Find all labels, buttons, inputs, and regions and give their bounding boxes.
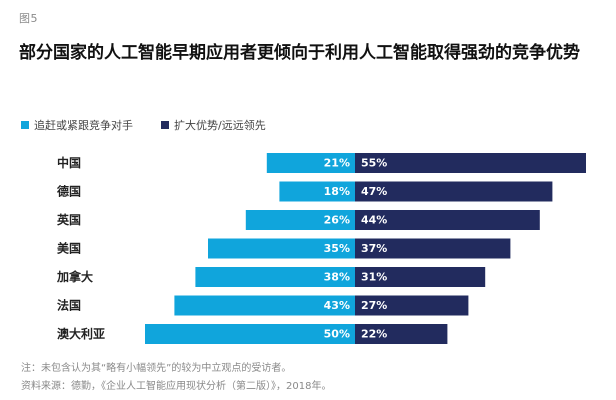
bar-catch-up <box>266 153 355 173</box>
figure-label: 图5 <box>19 12 38 25</box>
category-label: 中国 <box>57 155 81 170</box>
legend-label-catch-up: 追赶或紧跟竞争对手 <box>34 119 133 132</box>
legend-item-catch-up: 追赶或紧跟竞争对手 <box>21 117 133 133</box>
diverging-bar-chart: 中国 21% 55% 德国 18% 47% 英国 26% 44% 美国 35% 37% 加拿大 38% 31… <box>56 153 586 344</box>
chart-title: 部分国家的人工智能早期应用者更倾向于利用人工智能取得强劲的竞争优势 <box>19 43 580 63</box>
data-label-lead: 44% <box>361 214 387 227</box>
bar-lead <box>355 238 511 259</box>
bar-lead <box>355 267 486 287</box>
data-label-lead: 37% <box>361 242 387 255</box>
data-label-lead: 47% <box>361 185 387 198</box>
bar-catch-up <box>208 238 355 259</box>
bar-catch-up <box>174 295 355 316</box>
bar-catch-up <box>195 267 355 287</box>
bar-lead <box>355 295 469 316</box>
footnote-source: 资料来源：德勤，《企业人工智能应用现状分析（第二版）》，2018年。 <box>21 381 332 392</box>
data-label-lead: 55% <box>361 157 387 170</box>
category-label: 加拿大 <box>56 269 93 284</box>
category-label: 美国 <box>57 241 81 256</box>
legend-swatch-lead <box>161 121 169 129</box>
bar-catch-up <box>279 181 355 202</box>
category-label: 澳大利亚 <box>57 326 105 341</box>
category-label: 英国 <box>57 212 81 227</box>
data-label-lead: 31% <box>361 271 387 284</box>
data-label-catch-up: 50% <box>324 328 350 341</box>
footnote-note: 注：未包含认为其“略有小幅领先”的较为中立观点的受访者。 <box>21 363 292 374</box>
category-label: 德国 <box>57 184 81 199</box>
data-label-catch-up: 21% <box>324 157 350 170</box>
data-label-catch-up: 35% <box>324 242 350 255</box>
bar-lead <box>355 210 540 230</box>
legend-swatch-catch-up <box>21 121 29 129</box>
data-label-lead: 27% <box>361 299 387 312</box>
bar-lead <box>355 181 553 202</box>
data-label-catch-up: 18% <box>324 185 350 198</box>
data-label-lead: 22% <box>361 328 387 341</box>
bar-lead <box>355 153 586 173</box>
legend-item-lead: 扩大优势/远远领先 <box>161 117 266 133</box>
bar-lead <box>355 324 448 344</box>
legend-label-lead: 扩大优势/远远领先 <box>174 119 266 132</box>
data-label-catch-up: 43% <box>324 299 350 312</box>
chart-legend: 追赶或紧跟竞争对手 扩大优势/远远领先 <box>21 118 266 132</box>
bar-catch-up <box>145 324 355 344</box>
data-label-catch-up: 38% <box>324 271 350 284</box>
category-label: 法国 <box>57 298 81 313</box>
data-label-catch-up: 26% <box>324 214 350 227</box>
bar-catch-up <box>245 210 355 230</box>
